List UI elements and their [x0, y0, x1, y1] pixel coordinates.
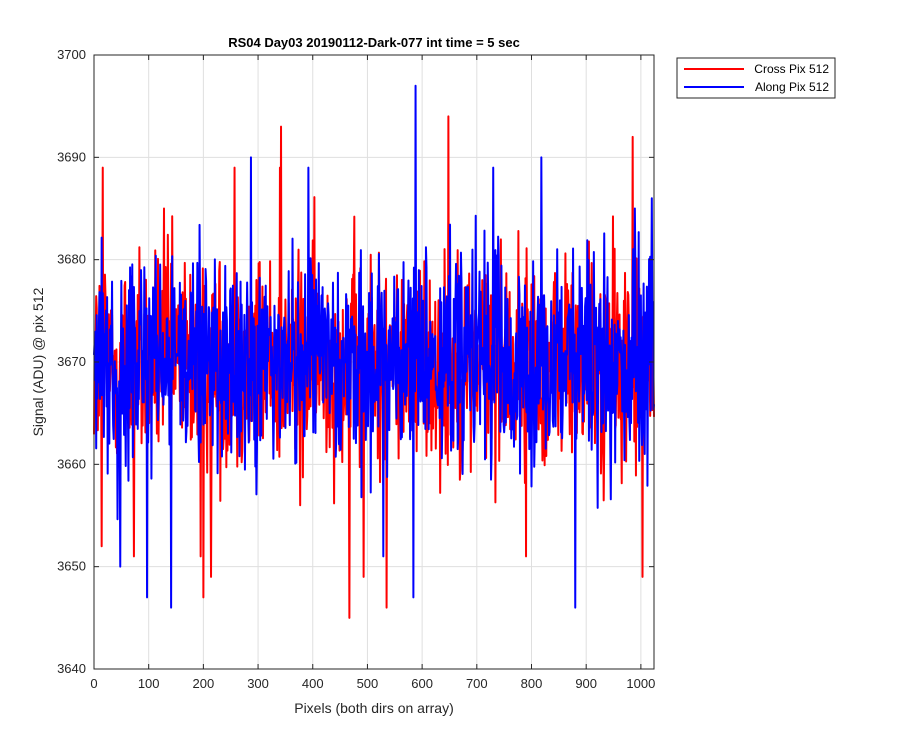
x-tick-label: 400 [302, 676, 324, 691]
legend-label-cross: Cross Pix 512 [754, 62, 829, 76]
y-tick-label: 3680 [57, 252, 86, 267]
x-tick-label: 300 [247, 676, 269, 691]
y-tick-label: 3690 [57, 149, 86, 164]
y-tick-label: 3650 [57, 559, 86, 574]
y-tick-label: 3660 [57, 456, 86, 471]
y-axis-label: Signal (ADU) @ pix 512 [30, 287, 46, 436]
x-tick-label: 0 [90, 676, 97, 691]
ticks [93, 54, 654, 670]
x-tick-label: 100 [138, 676, 160, 691]
x-tick-label: 1000 [626, 676, 655, 691]
x-tick-label: 200 [193, 676, 215, 691]
series-layer [93, 84, 655, 619]
x-axis-label: Pixels (both dirs on array) [294, 700, 454, 716]
legend: Cross Pix 512 Along Pix 512 [676, 57, 836, 99]
series-line-along-pix-512 [93, 84, 655, 609]
x-tick-label: 800 [521, 676, 543, 691]
x-tick-label: 900 [575, 676, 597, 691]
x-tick-label: 600 [411, 676, 433, 691]
y-tick-label: 3670 [57, 354, 86, 369]
legend-box [676, 57, 836, 99]
x-tick-label: 700 [466, 676, 488, 691]
chart-title: RS04 Day03 20190112-Dark-077 int time = … [228, 35, 520, 50]
y-tick-label: 3640 [57, 661, 86, 676]
x-tick-label: 500 [357, 676, 379, 691]
tick-labels: 0 100 200 300 400 500 600 700 800 900 1000 3640 3650… [57, 47, 655, 691]
legend-label-along: Along Pix 512 [755, 80, 829, 94]
y-tick-label: 3700 [57, 47, 86, 62]
